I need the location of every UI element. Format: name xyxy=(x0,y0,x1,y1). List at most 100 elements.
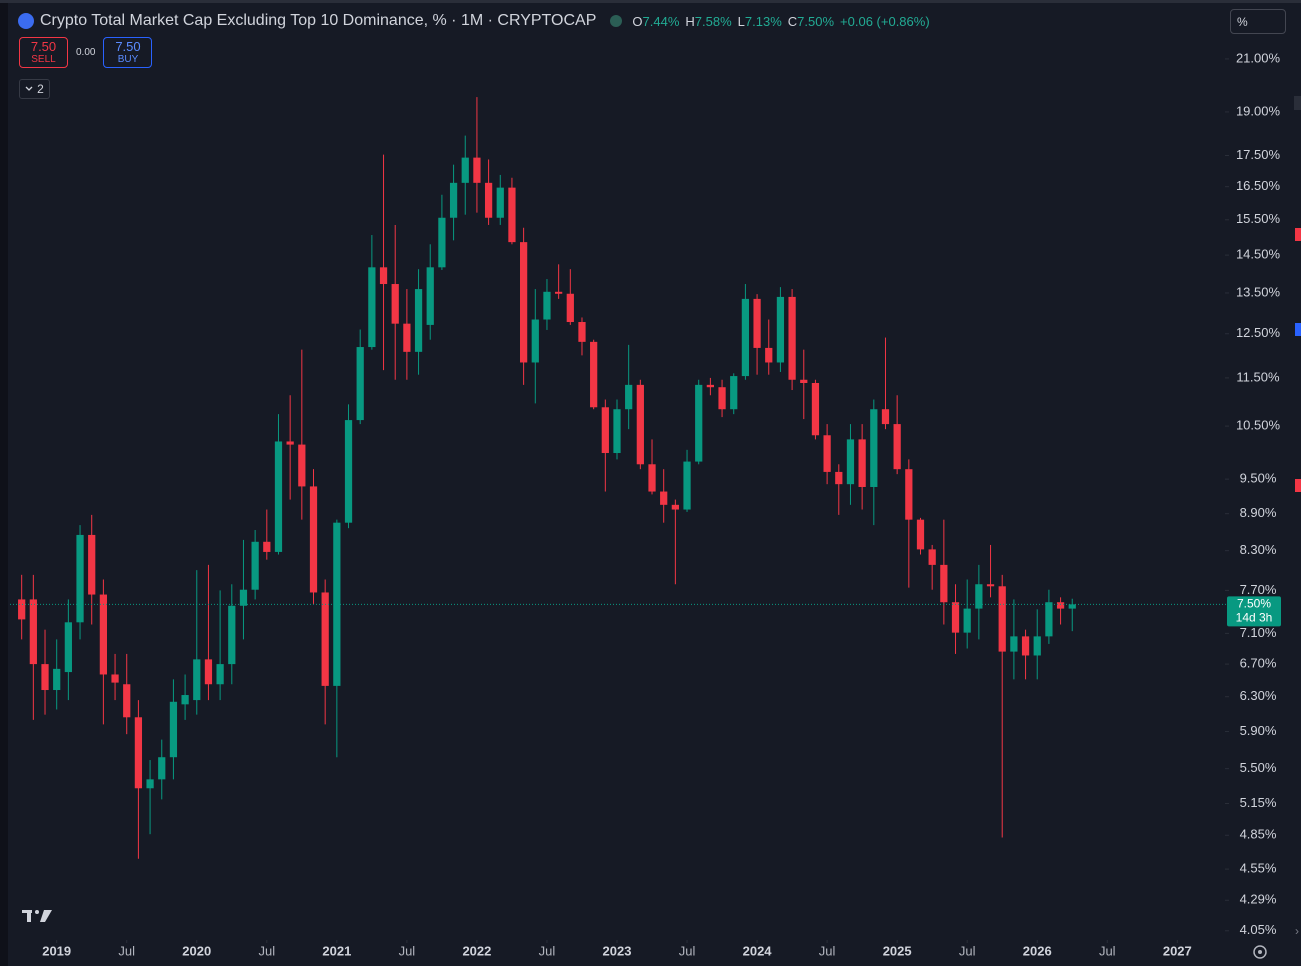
candle-body xyxy=(298,444,306,487)
settings-icon[interactable] xyxy=(1253,945,1267,959)
x-tick-label: Jul xyxy=(258,943,275,958)
candle-body xyxy=(776,296,785,363)
candle-body xyxy=(660,491,668,505)
sell-price: 7.50 xyxy=(30,38,57,54)
buy-button[interactable]: 7.50 BUY xyxy=(103,37,153,68)
chevron xyxy=(25,86,33,91)
candle-body xyxy=(88,534,96,595)
candle-body xyxy=(625,384,633,410)
legend-header: Crypto Total Market Cap Excluding Top 10… xyxy=(18,10,930,32)
candle-body xyxy=(601,407,609,454)
sell-label: SELL xyxy=(31,53,56,65)
last-price-label: 7.50% xyxy=(1237,597,1271,611)
y-tick-label: 8.30% xyxy=(1240,542,1277,557)
candle-body xyxy=(741,298,750,377)
candle-body xyxy=(706,384,715,388)
candle-body xyxy=(975,584,983,609)
candle-body xyxy=(286,441,294,445)
candle-body xyxy=(671,504,679,510)
scale-input[interactable]: % xyxy=(1230,9,1286,34)
trade-panel: 7.50 SELL 0.00 7.50 BUY xyxy=(19,37,153,68)
candle-body xyxy=(823,435,831,472)
candle-body xyxy=(18,599,26,620)
side-marker xyxy=(1295,323,1301,336)
status-dot xyxy=(610,15,623,27)
y-tick-label: 4.05% xyxy=(1240,922,1277,937)
candle-body xyxy=(613,409,621,454)
candle-body xyxy=(963,608,971,633)
x-tick-label: 2020 xyxy=(182,943,211,958)
candle-body xyxy=(496,187,504,218)
candle-body xyxy=(636,384,644,465)
candle-body xyxy=(99,594,108,675)
x-tick-label: 2024 xyxy=(743,943,773,958)
change: +0.06 (+0.86%) xyxy=(840,13,930,29)
candle-body xyxy=(473,157,481,183)
candle-body xyxy=(111,674,119,683)
candle-body xyxy=(1033,636,1041,656)
y-tick-label: 21.00% xyxy=(1236,50,1281,65)
y-tick-label: 5.50% xyxy=(1240,760,1277,775)
candle-body xyxy=(263,541,271,552)
y-tick-label: 4.55% xyxy=(1240,861,1277,876)
y-tick-label: 9.50% xyxy=(1240,471,1277,486)
candle-body xyxy=(379,267,388,285)
candle-body xyxy=(578,322,586,342)
ohlc-key: C xyxy=(787,13,798,29)
y-tick-label: 4.85% xyxy=(1240,827,1277,842)
buy-label: BUY xyxy=(117,53,139,65)
top-border xyxy=(0,0,1301,3)
candle-body xyxy=(940,564,948,603)
candle-body xyxy=(765,347,773,363)
y-tick-label: 14.50% xyxy=(1236,247,1281,262)
scale-input-text: % xyxy=(1237,15,1248,29)
candle-body xyxy=(1045,602,1053,637)
tv-logo xyxy=(22,910,52,922)
symbol-title[interactable]: Crypto Total Market Cap Excluding Top 10… xyxy=(40,12,597,29)
candle-body xyxy=(811,383,820,436)
x-tick-label: 2026 xyxy=(1023,943,1052,958)
ohlc-value: 7.58% xyxy=(694,13,732,29)
y-tick-label: 10.50% xyxy=(1236,418,1281,433)
y-tick-label: 8.90% xyxy=(1240,505,1277,520)
candle-body xyxy=(928,549,936,565)
candle-body xyxy=(718,387,726,410)
candle-body xyxy=(169,701,178,758)
scroll-arrow[interactable]: › xyxy=(1295,924,1299,938)
candle-body xyxy=(438,217,446,268)
y-tick-label: 5.90% xyxy=(1240,723,1277,738)
candle-body xyxy=(788,296,796,380)
ohlc-item: O7.44% xyxy=(632,14,679,29)
y-tick-label: 7.70% xyxy=(1240,582,1277,597)
candle-body xyxy=(590,341,598,408)
candle-body xyxy=(41,664,49,691)
candle-body xyxy=(391,284,399,324)
candle-body xyxy=(134,717,143,789)
y-tick-label: 19.00% xyxy=(1236,103,1281,118)
candle-body xyxy=(309,486,318,593)
sell-button[interactable]: 7.50 SELL xyxy=(19,37,68,68)
indicators-toggle[interactable]: 2 xyxy=(19,79,50,99)
candle-body xyxy=(403,323,411,352)
x-tick-label: 2019 xyxy=(42,943,71,958)
candle-body xyxy=(555,291,563,294)
candle-body xyxy=(449,182,458,218)
symbol-logo xyxy=(18,13,34,29)
candle-body xyxy=(368,267,376,348)
y-tick-label: 6.30% xyxy=(1240,688,1277,703)
candle-body xyxy=(64,622,72,673)
plot: 21.00% 19.00% 17.50% 16.50% 15.50% 14.50% 13.5… xyxy=(10,50,1281,958)
x-tick-label: Jul xyxy=(819,943,836,958)
y-tick-label: 6.70% xyxy=(1240,656,1277,671)
candle-body xyxy=(695,384,703,462)
y-tick-label: 11.50% xyxy=(1236,369,1280,384)
candle-body xyxy=(426,267,434,325)
candle-body xyxy=(344,420,353,523)
candle-body xyxy=(146,779,154,789)
y-tick-label: 13.50% xyxy=(1236,284,1281,299)
candle-body xyxy=(531,319,539,363)
candle-body xyxy=(158,757,166,780)
y-tick-label: 12.50% xyxy=(1236,325,1281,340)
candle-body xyxy=(508,187,516,243)
